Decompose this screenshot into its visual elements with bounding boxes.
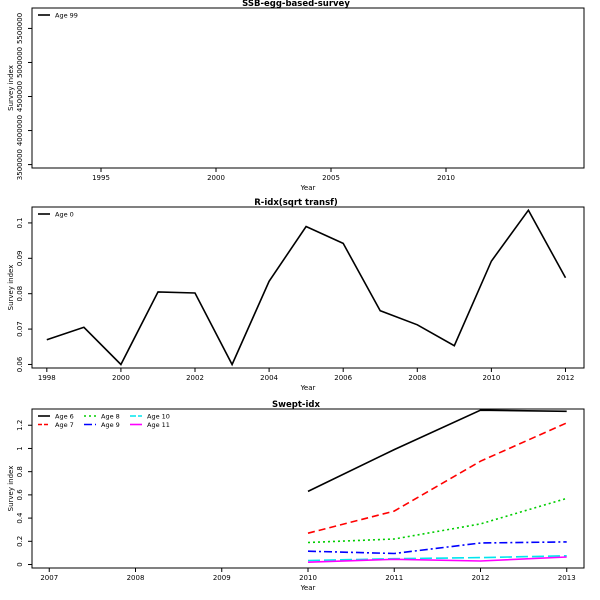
legend-label: Age 8 bbox=[101, 413, 120, 421]
x-tick-label: 2010 bbox=[437, 174, 455, 182]
y-tick-label: 0.07 bbox=[16, 321, 24, 337]
y-tick-label: 5500000 bbox=[16, 13, 24, 44]
plot-frame bbox=[31, 206, 585, 369]
y-tick-label: 0.8 bbox=[16, 466, 24, 477]
y-tick-label: 4000000 bbox=[16, 115, 24, 146]
plot-frame bbox=[31, 7, 585, 169]
chart-title: R-idx(sqrt transf) bbox=[254, 198, 338, 208]
y-tick-label: 0.4 bbox=[16, 512, 24, 524]
chart-panel-2: R-idx(sqrt transf) 1998 2000 2002 2004 2006 20… bbox=[7, 198, 585, 392]
y-tick-label: 0.06 bbox=[16, 356, 24, 372]
x-tick-label: 2007 bbox=[40, 574, 58, 582]
chart-panel-1: SSB-egg-based-survey 1995 2000 2005 2010 Year… bbox=[7, 0, 585, 192]
x-tick-label: 2012 bbox=[557, 374, 575, 382]
x-tick-label: 2010 bbox=[482, 374, 500, 382]
legend-label: Age 11 bbox=[147, 421, 170, 429]
series-line-age-0 bbox=[46, 208, 567, 367]
series-line-age-10 bbox=[307, 555, 567, 562]
series-line-age-8 bbox=[307, 497, 567, 544]
x-tick-label: 2010 bbox=[299, 574, 317, 582]
y-tick-label: 0.09 bbox=[16, 251, 24, 267]
x-tick-label: 2005 bbox=[322, 174, 340, 182]
x-tick-label: 1998 bbox=[38, 374, 56, 382]
y-tick-label: 0.1 bbox=[16, 217, 24, 228]
x-tick-label: 2012 bbox=[472, 574, 490, 582]
series-line-age-7 bbox=[307, 422, 568, 534]
x-tick-label: 2013 bbox=[558, 574, 576, 582]
series-line-age-9 bbox=[307, 541, 567, 555]
x-axis-label: Year bbox=[300, 184, 316, 192]
y-tick-label: 1 bbox=[16, 446, 24, 450]
legend-label: Age 7 bbox=[55, 421, 74, 429]
legend-label: Age 10 bbox=[147, 413, 170, 421]
legend-label: Age 0 bbox=[55, 211, 74, 219]
x-tick-label: 2008 bbox=[127, 574, 145, 582]
chart-title: SSB-egg-based-survey bbox=[242, 0, 350, 9]
y-tick-label: 0.08 bbox=[16, 286, 24, 302]
x-tick-label: 2008 bbox=[408, 374, 426, 382]
x-tick-label: 2009 bbox=[213, 574, 231, 582]
x-tick-label: 2002 bbox=[186, 374, 204, 382]
y-tick-label: 3500000 bbox=[16, 149, 24, 180]
legend-label: Age 6 bbox=[55, 413, 74, 421]
y-tick-label: 4500000 bbox=[16, 81, 24, 112]
y-tick-label: 1.2 bbox=[16, 420, 24, 431]
series-line-age-6 bbox=[307, 409, 567, 493]
y-tick-label: 0 bbox=[16, 562, 24, 566]
y-axis-label: Survey index bbox=[7, 466, 15, 512]
y-axis-label: Survey index bbox=[7, 65, 15, 111]
x-tick-label: 1995 bbox=[92, 174, 110, 182]
x-tick-label: 2006 bbox=[334, 374, 352, 382]
x-tick-label: 2004 bbox=[260, 374, 278, 382]
y-axis-label: Survey index bbox=[7, 265, 15, 311]
y-tick-label: 0.2 bbox=[16, 536, 24, 547]
y-tick-label: 0.6 bbox=[16, 489, 24, 501]
chart-panel-3: Swept-idx 2007 2008 2009 2010 2011 2012 2013 Yea… bbox=[7, 400, 585, 592]
y-tick-label: 5000000 bbox=[16, 47, 24, 78]
legend-label: Age 99 bbox=[55, 12, 78, 20]
x-axis-label: Year bbox=[300, 584, 316, 592]
plot-frame bbox=[31, 408, 585, 569]
chart-title: Swept-idx bbox=[272, 400, 320, 410]
legend-label: Age 9 bbox=[101, 421, 120, 429]
x-tick-label: 2011 bbox=[385, 574, 403, 582]
x-axis-label: Year bbox=[300, 384, 316, 392]
series-line-age-11 bbox=[307, 556, 567, 563]
x-tick-label: 2000 bbox=[207, 174, 225, 182]
x-tick-label: 2000 bbox=[112, 374, 130, 382]
